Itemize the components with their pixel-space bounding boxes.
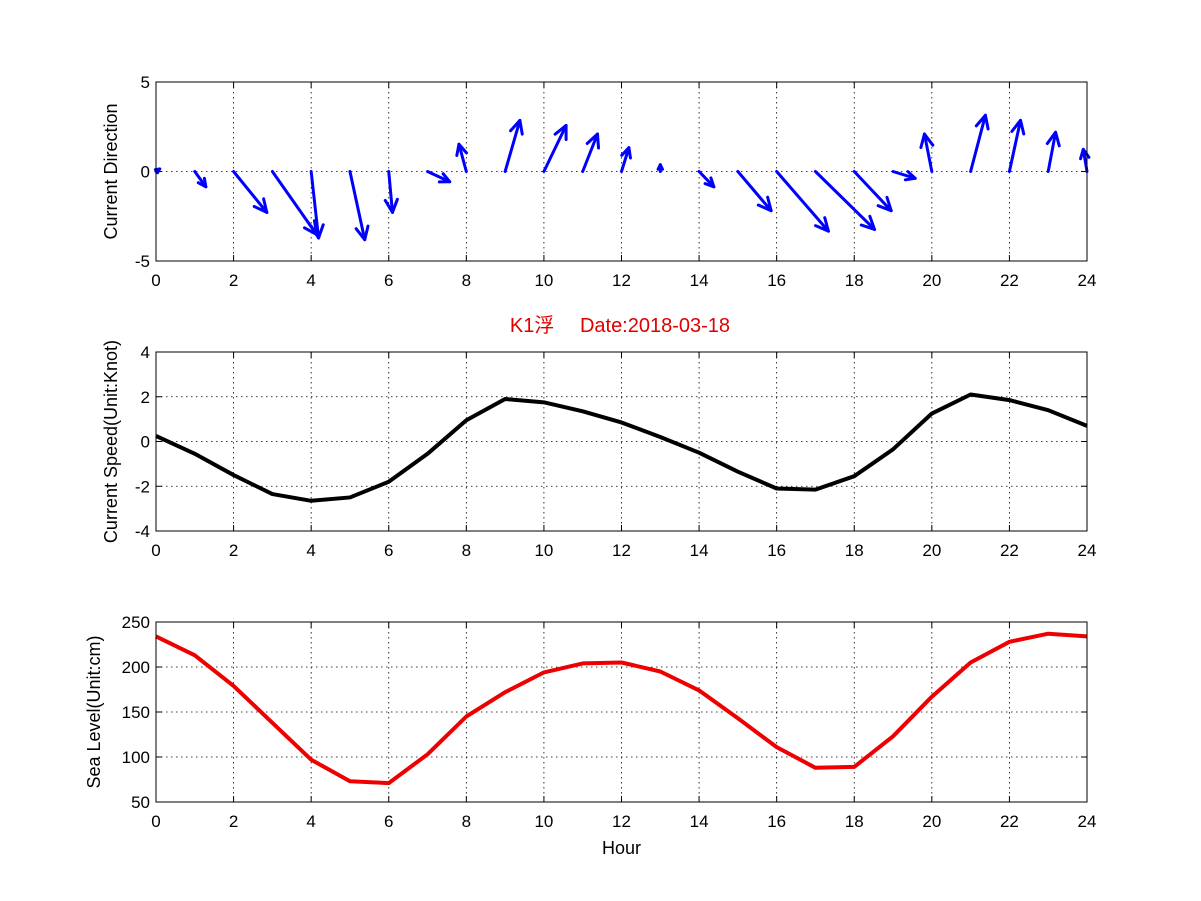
x-tick-label: 14 bbox=[690, 812, 709, 831]
quiver-arrow bbox=[697, 170, 716, 189]
x-tick-label: 20 bbox=[922, 541, 941, 560]
x-tick-label: 8 bbox=[462, 271, 471, 290]
quiver-arrow bbox=[309, 170, 325, 240]
x-tick-label: 4 bbox=[306, 271, 315, 290]
x-tick-label: 18 bbox=[845, 541, 864, 560]
quiver-arrow bbox=[348, 170, 370, 242]
x-tick-label: 16 bbox=[767, 541, 786, 560]
y-tick-label: 250 bbox=[122, 613, 150, 632]
y-tick-label: 50 bbox=[131, 793, 150, 812]
quiver-arrow bbox=[455, 142, 468, 173]
y-tick-label: 0 bbox=[141, 433, 150, 452]
x-tick-label: 20 bbox=[922, 271, 941, 290]
x-tick-label: 2 bbox=[229, 812, 238, 831]
quiver-arrow bbox=[775, 170, 830, 233]
y-tick-label: 4 bbox=[141, 343, 150, 362]
x-tick-label: 0 bbox=[151, 812, 160, 831]
x-tick-label: 2 bbox=[229, 271, 238, 290]
x-tick-label: 24 bbox=[1078, 541, 1097, 560]
x-tick-label: 16 bbox=[767, 271, 786, 290]
quiver-arrow bbox=[542, 123, 568, 173]
x-tick-label: 0 bbox=[151, 271, 160, 290]
x-tick-label: 12 bbox=[612, 271, 631, 290]
quiver-arrow bbox=[426, 170, 452, 184]
quiver-arrow bbox=[1007, 118, 1026, 173]
plot-frame bbox=[155, 81, 1088, 262]
x-tick-label: 6 bbox=[384, 271, 393, 290]
quiver-arrow bbox=[813, 170, 877, 231]
x-tick-label: 16 bbox=[767, 812, 786, 831]
quiver-arrow bbox=[503, 118, 524, 173]
x-tick-label: 12 bbox=[612, 541, 631, 560]
quiver-arrow bbox=[153, 167, 162, 175]
quiver-arrow bbox=[891, 170, 917, 182]
x-tick-label: 14 bbox=[690, 541, 709, 560]
x-tick-label: 14 bbox=[690, 271, 709, 290]
quiver-arrow bbox=[193, 170, 208, 189]
y-tick-label: 150 bbox=[122, 703, 150, 722]
x-tick-label: 24 bbox=[1078, 812, 1097, 831]
y-tick-label: -2 bbox=[135, 477, 150, 496]
quiver-arrow bbox=[620, 146, 632, 173]
x-tick-label: 12 bbox=[612, 812, 631, 831]
x-tick-label: 8 bbox=[462, 541, 471, 560]
plot-frame bbox=[155, 621, 1088, 803]
x-tick-label: 22 bbox=[1000, 271, 1019, 290]
x-tick-label: 18 bbox=[845, 812, 864, 831]
quiver-arrow bbox=[581, 132, 601, 173]
y-tick-label: -4 bbox=[135, 522, 150, 541]
plot-frame bbox=[155, 351, 1088, 532]
y-tick-label: -5 bbox=[135, 252, 150, 271]
y-tick-label: 200 bbox=[122, 658, 150, 677]
x-tick-label: 2 bbox=[229, 541, 238, 560]
y-axis-label: Current Speed(Unit:Knot) bbox=[101, 340, 121, 543]
quiver-arrow bbox=[969, 113, 990, 173]
quiver-arrow bbox=[852, 170, 893, 213]
x-axis-label: Hour bbox=[602, 838, 641, 858]
x-tick-label: 4 bbox=[306, 812, 315, 831]
x-tick-label: 20 bbox=[922, 812, 941, 831]
x-tick-label: 10 bbox=[534, 271, 553, 290]
quiver-arrow bbox=[232, 170, 269, 214]
quiver-arrow bbox=[1045, 130, 1061, 173]
x-tick-label: 6 bbox=[384, 541, 393, 560]
x-tick-label: 10 bbox=[534, 812, 553, 831]
quiver-arrow bbox=[736, 170, 773, 213]
x-tick-label: 10 bbox=[534, 541, 553, 560]
y-tick-label: 100 bbox=[122, 748, 150, 767]
x-tick-label: 24 bbox=[1078, 271, 1097, 290]
x-tick-label: 4 bbox=[306, 541, 315, 560]
quiver-arrow bbox=[656, 163, 664, 173]
y-tick-label: 5 bbox=[141, 73, 150, 92]
x-tick-label: 22 bbox=[1000, 541, 1019, 560]
x-tick-label: 6 bbox=[384, 812, 393, 831]
quiver-arrow bbox=[383, 170, 399, 214]
y-axis-label: Current Direction bbox=[101, 103, 121, 239]
quiver-arrow bbox=[919, 132, 935, 173]
figure-title: K1浮 Date:2018-03-18 bbox=[510, 314, 730, 337]
y-tick-label: 2 bbox=[141, 388, 150, 407]
y-tick-label: 0 bbox=[141, 163, 150, 182]
y-axis-label: Sea Level(Unit:cm) bbox=[84, 635, 104, 788]
x-tick-label: 0 bbox=[151, 541, 160, 560]
x-tick-label: 8 bbox=[462, 812, 471, 831]
x-tick-label: 22 bbox=[1000, 812, 1019, 831]
x-tick-label: 18 bbox=[845, 271, 864, 290]
